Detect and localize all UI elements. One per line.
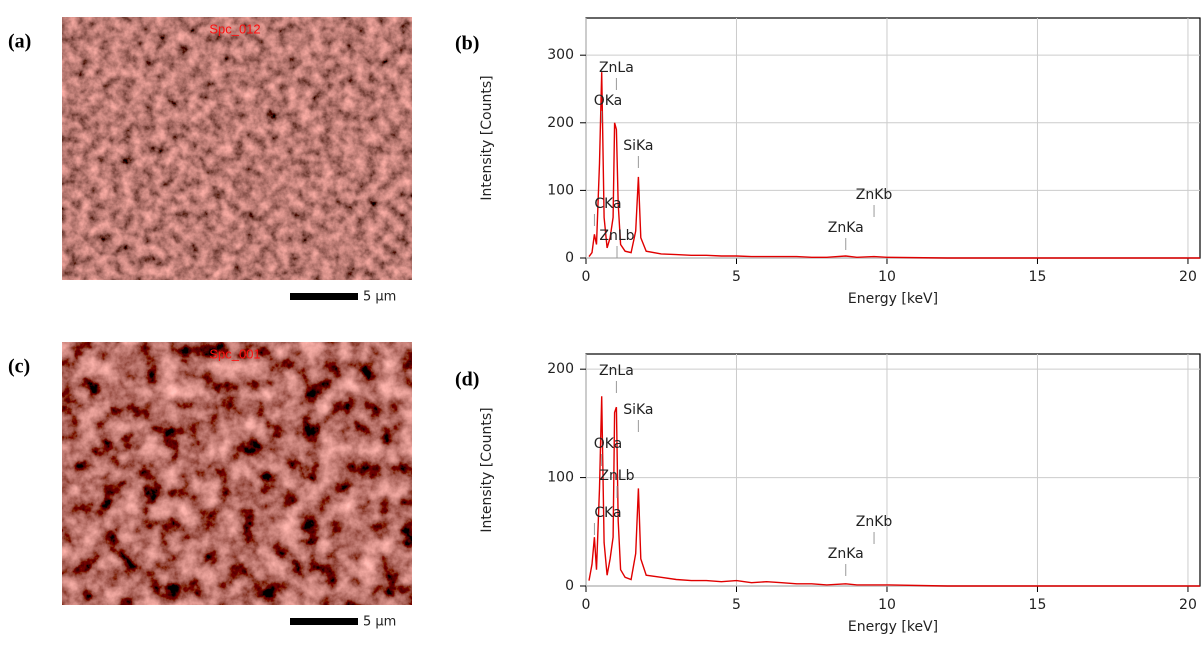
scale-bar (290, 293, 358, 300)
y-tick-label: 0 (565, 250, 574, 266)
spectrum-line (588, 396, 1200, 587)
peak-label: SiKa (623, 138, 653, 154)
panel-label: (b) (455, 33, 479, 55)
y-tick-label: 300 (547, 47, 574, 63)
y-tick-label: 200 (547, 361, 574, 377)
peak-label: ZnLa (599, 60, 634, 76)
peak-label: CKa (594, 505, 621, 521)
x-tick-label: 5 (732, 597, 741, 613)
panel-label: (d) (455, 369, 479, 391)
x-axis-label: Energy [keV] (848, 291, 938, 307)
y-axis-label: Intensity [Counts] (479, 75, 495, 200)
peak-label: ZnLb (599, 228, 634, 244)
scale-bar-label: 5 µm (363, 290, 396, 305)
peak-label: ZnLb (599, 468, 634, 484)
peak-label: ZnKb (856, 187, 893, 203)
peak-label: ZnKa (828, 546, 864, 562)
x-tick-label: 10 (878, 597, 896, 613)
scale-bar-label: 5 µm (363, 615, 396, 630)
x-tick-label: 0 (582, 597, 591, 613)
peak-label: OKa (594, 93, 623, 109)
peak-label: OKa (594, 436, 623, 452)
y-axis-label: Intensity [Counts] (479, 407, 495, 532)
peak-label: CKa (594, 196, 621, 212)
x-axis-label: Energy [keV] (848, 619, 938, 635)
x-tick-label: 5 (732, 269, 741, 285)
spectrum-line (588, 72, 1200, 259)
plot-frame (585, 353, 1201, 587)
scale-bar (290, 618, 358, 625)
x-tick-label: 15 (1029, 597, 1047, 613)
x-tick-label: 20 (1179, 597, 1197, 613)
x-tick-label: 20 (1179, 269, 1197, 285)
peak-label: ZnKa (828, 220, 864, 236)
y-tick-label: 200 (547, 115, 574, 131)
panel-label: (c) (8, 356, 30, 378)
spectrum-name: Spc_001 (209, 346, 260, 361)
peak-label: ZnKb (856, 514, 893, 530)
x-tick-label: 10 (878, 269, 896, 285)
peak-label: ZnLa (599, 363, 634, 379)
x-tick-label: 0 (582, 269, 591, 285)
plot-frame (585, 17, 1201, 259)
y-tick-label: 100 (547, 182, 574, 198)
panel-label: (a) (8, 31, 31, 53)
peak-label: SiKa (623, 402, 653, 418)
spectrum-name: Spc_012 (209, 21, 260, 36)
sem-image (61, 16, 413, 281)
y-tick-label: 0 (565, 578, 574, 594)
sem-image (61, 341, 413, 606)
x-tick-label: 15 (1029, 269, 1047, 285)
y-tick-label: 100 (547, 470, 574, 486)
